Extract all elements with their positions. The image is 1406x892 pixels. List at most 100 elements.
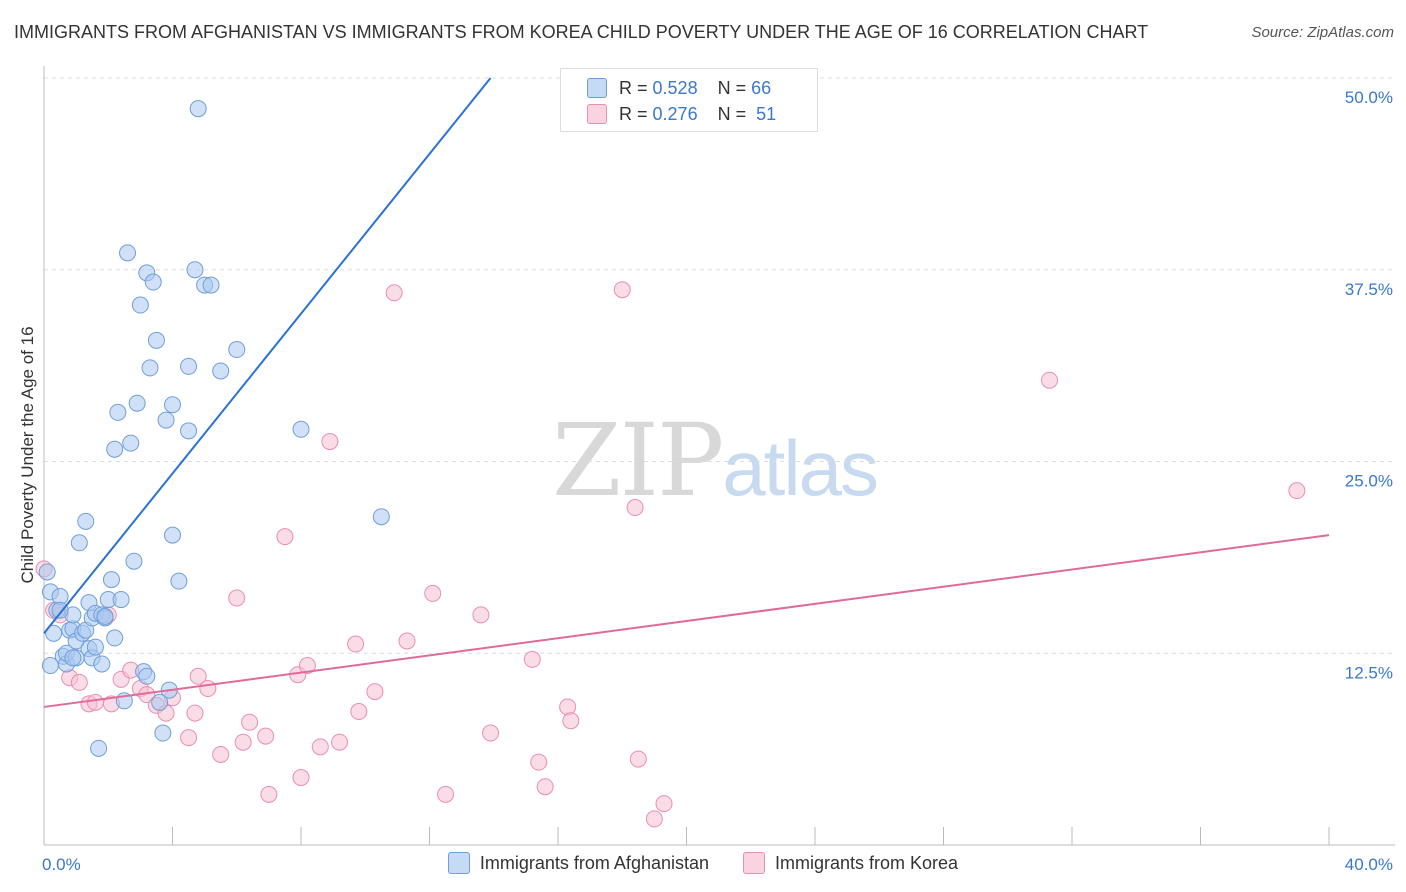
stats-n-label: N =	[717, 77, 747, 98]
chart-title: IMMIGRANTS FROM AFGHANISTAN VS IMMIGRANT…	[14, 22, 1149, 42]
afghanistan-point	[106, 629, 124, 647]
stats-row-korea: R = 0.276 N = 51	[587, 102, 776, 126]
stats-swatch-afghanistan	[587, 78, 607, 98]
stats-n-value: 66	[751, 77, 772, 98]
korea-point	[86, 693, 104, 711]
afghanistan-point	[51, 601, 69, 619]
afghanistan-point	[96, 607, 114, 625]
afghanistan-point	[154, 724, 172, 742]
korea-point	[536, 778, 554, 796]
afghanistan-point	[38, 563, 56, 581]
stats-swatch-korea	[587, 104, 607, 124]
korea-point	[366, 683, 384, 701]
afghanistan-point	[151, 693, 169, 711]
korea-points	[35, 281, 1306, 828]
grid-lines	[44, 77, 1395, 654]
source-label: Source: ZipAtlas.com	[1251, 24, 1394, 41]
korea-point	[186, 704, 204, 722]
korea-point	[70, 673, 88, 691]
korea-point	[655, 795, 673, 813]
afghanistan-point	[45, 624, 63, 642]
watermark-atlas: atlas	[722, 424, 879, 512]
korea-point	[530, 753, 548, 771]
afghanistan-trend-line	[43, 77, 492, 634]
korea-point	[350, 703, 368, 721]
afghanistan-point	[189, 100, 207, 118]
legend-item-korea[interactable]: Immigrants from Korea	[743, 852, 958, 874]
korea-point	[385, 284, 403, 302]
stats-r-value: 0.276	[652, 103, 698, 124]
korea-point	[260, 785, 278, 803]
korea-point	[180, 729, 198, 747]
afghanistan-point	[122, 434, 140, 452]
afghanistan-point	[131, 296, 149, 314]
afghanistan-point	[138, 667, 156, 685]
x-tick-label: 0.0%	[42, 855, 81, 874]
y-axis-label: Child Poverty Under the Age of 16	[18, 326, 37, 584]
korea-point	[645, 810, 663, 828]
afghanistan-point	[186, 261, 204, 279]
x-tick-label: 40.0%	[1345, 855, 1393, 874]
korea-point	[276, 528, 294, 546]
korea-point	[347, 635, 365, 653]
tick-labels: 12.5% 25.0% 37.5% 50.0% 0.0% 40.0%	[42, 88, 1393, 874]
korea-point	[228, 589, 246, 607]
afghanistan-point	[125, 552, 143, 570]
stats-r-value: 0.528	[652, 77, 698, 98]
afghanistan-point	[64, 649, 82, 667]
stats-n-label: N =	[717, 103, 747, 124]
legend-item-afghanistan[interactable]: Immigrants from Afghanistan	[447, 852, 710, 874]
legend-label-afghanistan: Immigrants from Afghanistan	[479, 852, 710, 873]
korea-point	[234, 733, 252, 751]
legend-label-korea: Immigrants from Korea	[775, 852, 959, 873]
stats-row-afghanistan: R = 0.528 N = 66	[587, 76, 771, 100]
korea-trend-line	[43, 534, 1330, 708]
korea-point	[559, 698, 577, 716]
korea-point	[562, 712, 580, 730]
afghanistan-point	[157, 411, 175, 429]
y-tick-label: 50.0%	[1345, 88, 1393, 107]
stats-legend: R = 0.528 N = 66 R = 0.276 N = 51	[560, 68, 818, 132]
korea-point	[212, 745, 230, 763]
korea-point	[523, 650, 541, 668]
korea-point	[1041, 371, 1059, 389]
korea-point	[482, 724, 500, 742]
afghanistan-point	[202, 276, 220, 294]
afghanistan-point	[109, 403, 127, 421]
afghanistan-point	[86, 638, 104, 656]
afghanistan-point	[93, 655, 111, 673]
korea-point	[629, 750, 647, 768]
y-tick-label: 37.5%	[1345, 280, 1393, 299]
korea-point	[398, 632, 416, 650]
afghanistan-point	[164, 396, 181, 414]
trend-lines	[43, 77, 1330, 708]
stats-r-label: R =	[619, 103, 648, 124]
korea-point	[189, 667, 207, 685]
afghanistan-point	[292, 420, 310, 438]
afghanistan-points	[38, 100, 390, 757]
afghanistan-point	[106, 440, 124, 458]
afghanistan-point	[77, 512, 95, 530]
zipatlas-watermark: ZIPatlas	[552, 402, 879, 519]
korea-point	[437, 785, 455, 803]
afghanistan-point	[70, 534, 88, 552]
y-tick-label: 25.0%	[1345, 472, 1393, 491]
y-tick-label: 12.5%	[1345, 663, 1393, 682]
stats-n-value: 51	[756, 103, 777, 124]
korea-point	[613, 281, 631, 299]
bottom-legend: Immigrants from Afghanistan Immigrants f…	[0, 852, 1406, 874]
afghanistan-point	[147, 331, 165, 349]
watermark-zip: ZIP	[552, 402, 724, 519]
afghanistan-point	[164, 526, 181, 544]
afghanistan-point	[141, 359, 159, 377]
korea-point	[1288, 482, 1306, 500]
afghanistan-point	[372, 508, 390, 526]
afghanistan-point	[128, 394, 146, 412]
korea-point	[321, 433, 339, 451]
korea-point	[241, 713, 259, 731]
stats-r-label: R =	[619, 77, 648, 98]
afghanistan-point	[228, 341, 246, 359]
korea-point	[311, 738, 329, 756]
afghanistan-point	[180, 357, 198, 375]
